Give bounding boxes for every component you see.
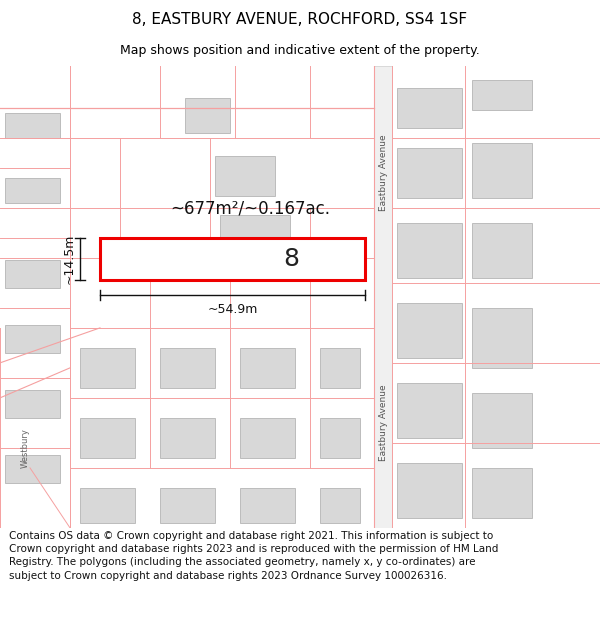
Text: Contains OS data © Crown copyright and database right 2021. This information is : Contains OS data © Crown copyright and d… — [9, 531, 499, 581]
Bar — [5, 325, 60, 353]
Bar — [397, 383, 462, 438]
Bar — [185, 98, 230, 133]
Bar — [472, 468, 532, 518]
Bar — [472, 143, 532, 198]
Bar — [472, 223, 532, 278]
Bar — [215, 156, 275, 196]
Text: 8: 8 — [283, 247, 299, 271]
Bar — [320, 348, 360, 388]
Bar — [80, 348, 135, 388]
Bar — [160, 418, 215, 458]
Text: Eastbury Avenue: Eastbury Avenue — [379, 384, 388, 461]
Bar — [397, 223, 462, 278]
Bar — [160, 488, 215, 523]
Bar — [5, 113, 60, 138]
Bar — [397, 463, 462, 518]
Bar — [320, 488, 360, 523]
Text: ~54.9m: ~54.9m — [208, 303, 257, 316]
Bar — [220, 215, 290, 250]
Text: Map shows position and indicative extent of the property.: Map shows position and indicative extent… — [120, 44, 480, 57]
Text: 8, EASTBURY AVENUE, ROCHFORD, SS4 1SF: 8, EASTBURY AVENUE, ROCHFORD, SS4 1SF — [133, 12, 467, 28]
Bar — [240, 348, 295, 388]
Bar — [160, 348, 215, 388]
Bar — [397, 88, 462, 128]
Bar — [472, 80, 532, 110]
Bar — [240, 418, 295, 458]
Bar — [80, 418, 135, 458]
Bar — [5, 455, 60, 483]
Bar — [397, 148, 462, 198]
Bar — [374, 66, 392, 528]
Bar — [472, 308, 532, 368]
Text: Westbury: Westbury — [20, 428, 29, 468]
Bar — [320, 418, 360, 458]
Text: ~677m²/~0.167ac.: ~677m²/~0.167ac. — [170, 200, 330, 218]
Text: Eastbury Avenue: Eastbury Avenue — [379, 134, 388, 211]
Bar — [240, 488, 295, 523]
Bar — [472, 393, 532, 448]
Polygon shape — [100, 238, 365, 280]
Bar — [397, 303, 462, 358]
Text: ~14.5m: ~14.5m — [63, 234, 76, 284]
Bar — [5, 390, 60, 418]
Bar — [5, 178, 60, 203]
Bar — [5, 260, 60, 288]
Bar — [80, 488, 135, 523]
